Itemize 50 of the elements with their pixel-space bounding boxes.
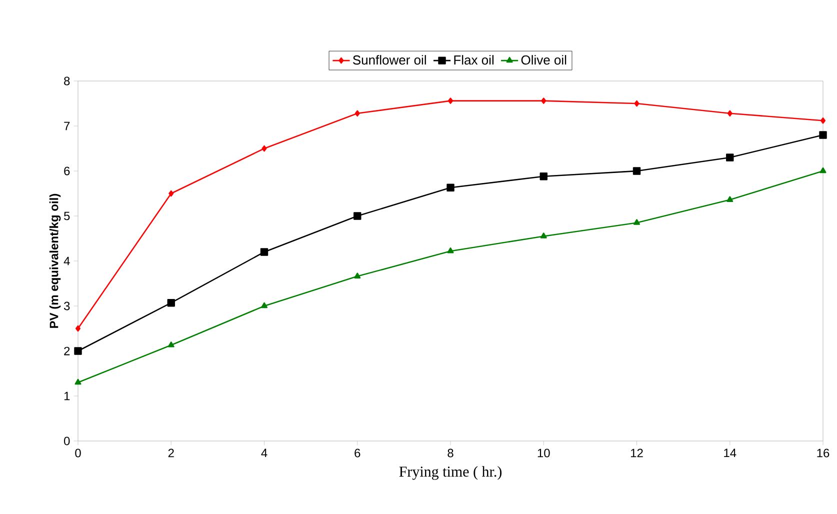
point — [447, 247, 454, 254]
point — [262, 145, 267, 152]
y-tick-label: 5 — [64, 212, 70, 220]
y-axis-title: PV (m equivalent/kg oil) — [49, 194, 61, 328]
point — [726, 196, 734, 202]
x-tick-label: 2 — [168, 448, 174, 458]
legend-label: Sunflower oil — [352, 55, 426, 65]
y-tick-label: 8 — [64, 76, 70, 86]
point — [540, 232, 547, 238]
point — [632, 167, 641, 175]
x-axis-title: Frying time ( hr.) — [399, 466, 502, 480]
point — [541, 98, 546, 104]
legend-label: Olive oil — [521, 55, 566, 65]
point — [261, 302, 268, 308]
point — [819, 131, 827, 139]
point — [167, 298, 175, 307]
point — [820, 117, 826, 124]
y-tick-label: 0 — [64, 436, 70, 446]
y-tick-label: 3 — [64, 302, 70, 310]
point — [446, 184, 454, 192]
point — [727, 110, 732, 117]
point — [820, 167, 826, 174]
y-tick-label: 1 — [64, 392, 70, 400]
y-tick-label: 4 — [64, 256, 70, 266]
point — [168, 342, 174, 348]
point — [726, 154, 734, 162]
x-tick-label: 0 — [75, 448, 81, 458]
x-tick-label: 14 — [724, 448, 736, 458]
point — [448, 98, 454, 104]
y-tick-label: 2 — [64, 346, 70, 356]
y-tick-label: 6 — [64, 166, 70, 176]
point — [634, 100, 640, 107]
point — [354, 212, 362, 220]
legend-label: Flax oil — [454, 55, 494, 65]
point — [634, 219, 640, 225]
x-tick-label: 12 — [630, 448, 643, 458]
point — [75, 325, 81, 332]
point — [354, 272, 361, 278]
point — [74, 378, 82, 385]
point — [354, 110, 360, 117]
y-tick-label: 7 — [64, 122, 70, 130]
x-tick-label: 6 — [354, 448, 360, 458]
point — [168, 190, 174, 197]
point — [74, 347, 82, 355]
x-tick-label: 10 — [538, 448, 550, 458]
x-tick-label: 4 — [261, 448, 268, 458]
point — [540, 172, 548, 180]
x-tick-label: 8 — [448, 448, 454, 458]
x-tick-label: 16 — [817, 448, 830, 458]
point — [260, 248, 268, 256]
